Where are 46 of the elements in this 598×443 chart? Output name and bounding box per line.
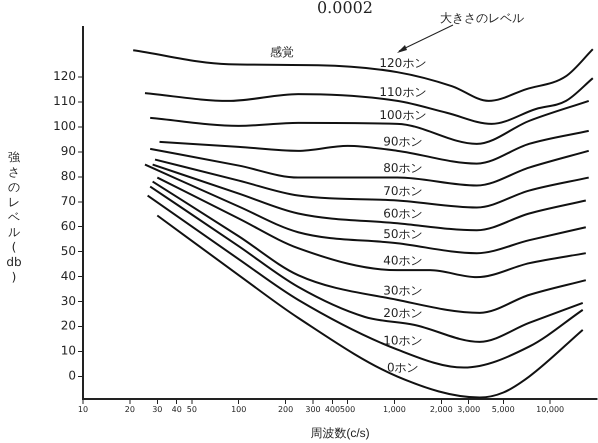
- text: 強さのレベル(db): [6, 150, 22, 284]
- series-label: 10ホン: [383, 334, 423, 348]
- series-label: 110ホン: [379, 84, 426, 99]
- x-tick-label: 30: [152, 404, 162, 414]
- y-tick-label: 80: [60, 168, 76, 183]
- series-label: 100ホン: [379, 108, 426, 122]
- series-label: 80ホン: [383, 161, 423, 176]
- x-tick-label: 5,000: [492, 404, 515, 414]
- x-tick-label: 40: [172, 404, 182, 414]
- x-tick-label: 200: [278, 404, 294, 414]
- y-tick-label: 50: [60, 244, 76, 258]
- series-label: 30ホン: [383, 284, 423, 298]
- y-tick-label: 20: [60, 318, 76, 333]
- series-label: 60ホン: [383, 206, 423, 221]
- y-tick-label: 70: [60, 194, 76, 208]
- series-label: 120ホン: [379, 56, 426, 70]
- text: 大きさのレベル: [440, 10, 524, 27]
- x-tick-label: 500: [340, 404, 356, 414]
- x-tick-label: 400: [324, 404, 340, 414]
- series-label: 70ホン: [383, 184, 423, 198]
- y-tick-label: 10: [60, 344, 76, 358]
- x-tick-label: 10,000: [536, 404, 564, 414]
- series-label: 40ホン: [383, 253, 423, 268]
- chart-title: 0.0002: [316, 0, 374, 17]
- x-tick-label: 10: [78, 404, 88, 414]
- series-label: 90ホン: [383, 134, 423, 149]
- x-tick-label: 3,000: [457, 404, 480, 414]
- x-tick-label: 1,000: [382, 404, 406, 414]
- x-tick-label: 300: [305, 404, 321, 414]
- y-tick-label: 60: [60, 218, 76, 233]
- y-tick-label: 120: [53, 69, 76, 84]
- x-tick-label: 100: [231, 404, 246, 414]
- series-label: 20ホン: [383, 306, 423, 320]
- x-tick-label: 2,000: [430, 404, 453, 414]
- x-tick-label: 50: [186, 404, 197, 414]
- x-tick-label: 20: [124, 404, 135, 414]
- y-tick-label: 110: [53, 94, 76, 108]
- y-tick-label: 30: [60, 294, 76, 308]
- y-tick-label: 100: [53, 118, 76, 133]
- x-axis-title: 周波数(c/s): [310, 426, 370, 440]
- y-tick-label: 90: [60, 144, 76, 158]
- y-tick-label: 0: [68, 368, 76, 383]
- y-tick-label: 40: [60, 268, 76, 283]
- series-label: 50ホン: [383, 226, 423, 241]
- series-label: 0ホン: [387, 360, 419, 375]
- annotation: 感覚: [270, 44, 294, 61]
